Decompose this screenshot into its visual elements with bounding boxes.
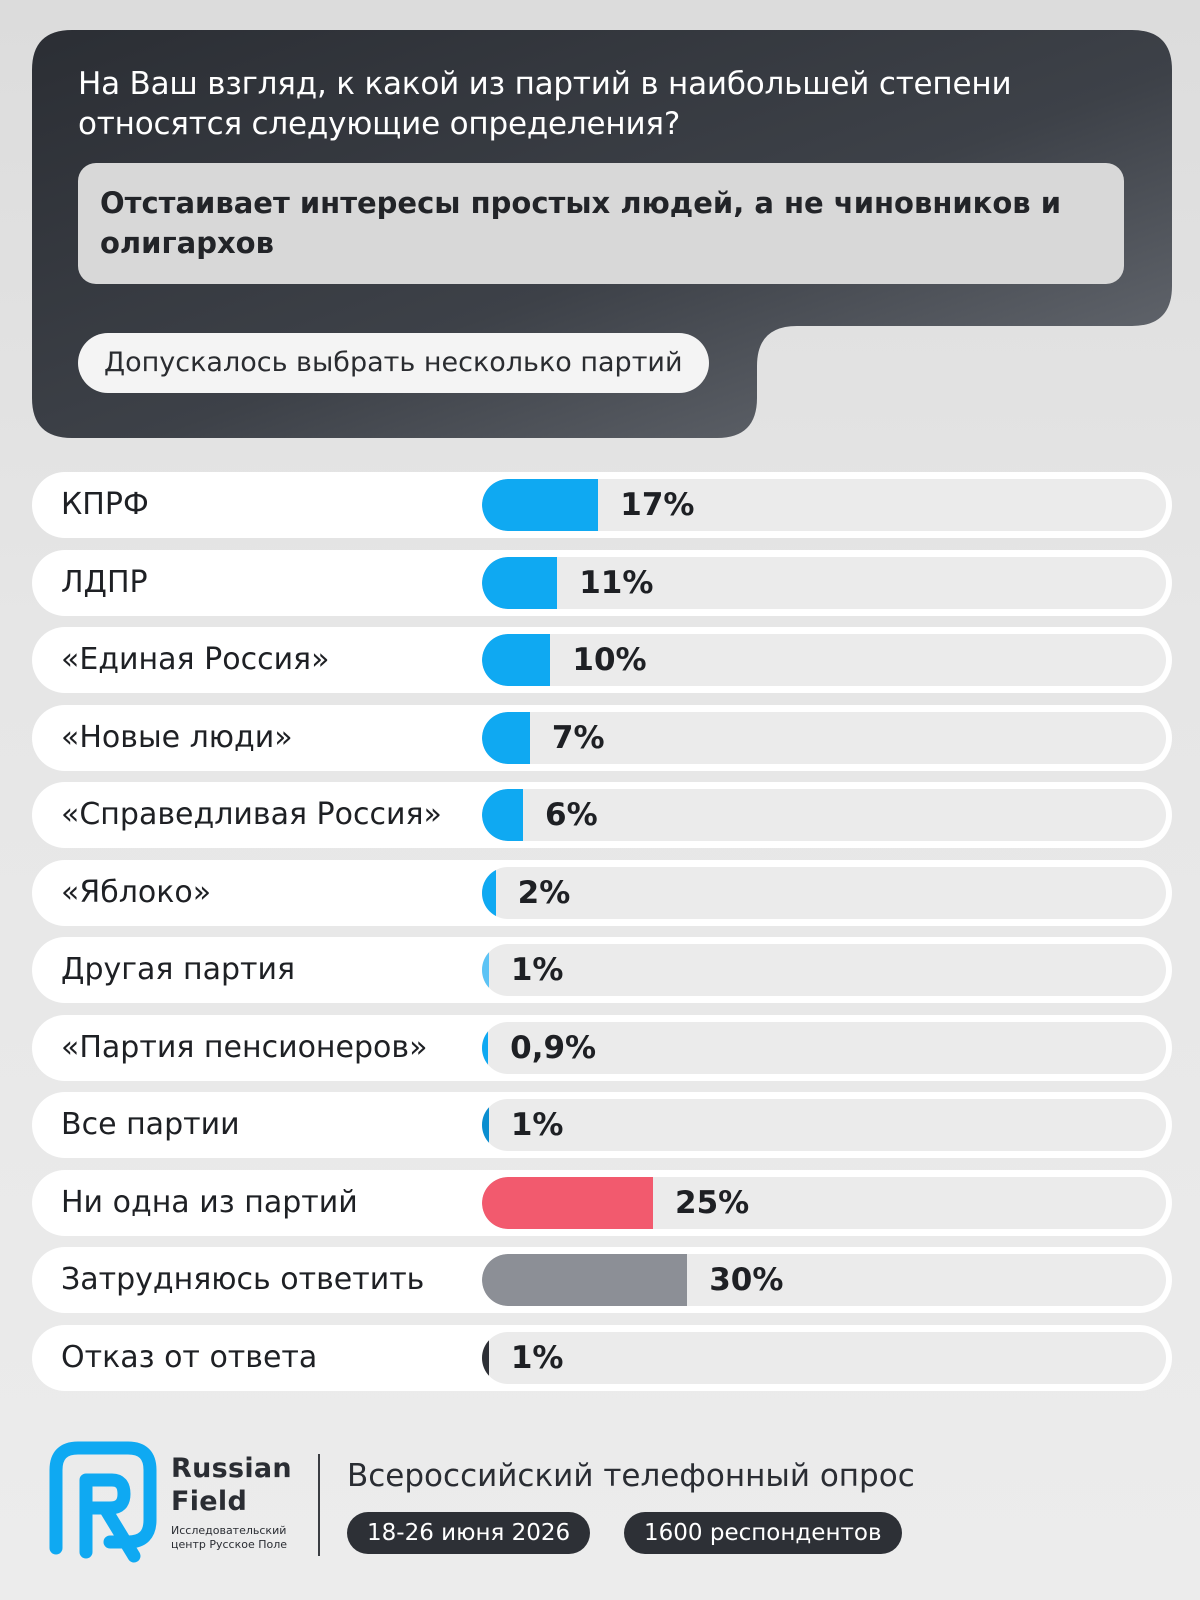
- party-label: Ни одна из партий: [61, 1184, 358, 1220]
- survey-dates-badge: 18-26 июня 2026: [347, 1512, 591, 1554]
- bar-fill: [482, 1099, 489, 1151]
- party-label: ЛДПР: [61, 564, 148, 600]
- bar-value-label: 1%: [510, 952, 564, 988]
- russian-field-logo-icon: [49, 1441, 157, 1563]
- bar-track: 1%: [482, 1099, 1166, 1151]
- bar-fill: [482, 634, 551, 686]
- footer-divider: [318, 1454, 320, 1556]
- bar-fill: [482, 1021, 489, 1074]
- result-row: «Новые люди» 7%: [32, 704, 1172, 771]
- result-row: КПРФ 17%: [32, 472, 1172, 538]
- party-label: «Единая Россия»: [61, 642, 330, 677]
- party-label: Затрудняюсь ответить: [61, 1262, 425, 1297]
- respondents-badge: 1600 респондентов: [624, 1512, 902, 1554]
- bar-fill: [482, 1176, 653, 1229]
- bar-fill: [482, 556, 558, 609]
- bar-value-label: 7%: [551, 719, 605, 756]
- result-row: Все партии 1%: [32, 1092, 1172, 1158]
- party-label: Другая партия: [61, 952, 296, 987]
- bar-value-label: 1%: [510, 1107, 564, 1143]
- party-label: «Справедливая Россия»: [61, 797, 442, 832]
- brand-name: Russian Field: [171, 1452, 292, 1518]
- bar-track: 1%: [482, 944, 1166, 996]
- result-row: «Единая Россия» 10%: [32, 627, 1172, 693]
- bar-track: 7%: [482, 711, 1166, 764]
- bar-track: 2%: [482, 866, 1166, 919]
- bar-value-label: 10%: [572, 642, 647, 678]
- result-row: ЛДПР 11%: [32, 549, 1172, 616]
- survey-type: Всероссийский телефонный опрос: [347, 1458, 915, 1494]
- bar-track: 6%: [482, 789, 1166, 841]
- result-row: «Яблоко» 2%: [32, 859, 1172, 926]
- bar-fill: [482, 1254, 688, 1306]
- bar-value-label: 2%: [517, 874, 571, 911]
- bar-fill: [482, 711, 530, 764]
- bar-track: 0,9%: [482, 1021, 1166, 1074]
- bar-value-label: 6%: [545, 797, 598, 833]
- question-text: На Ваш взгляд, к какой из партий в наибо…: [78, 66, 1012, 142]
- party-label: КПРФ: [61, 487, 149, 522]
- bar-track: 1%: [482, 1331, 1166, 1384]
- bar-fill: [482, 866, 496, 919]
- brand-subtitle: Исследовательский центр Русское Поле: [171, 1524, 288, 1551]
- result-row: Отказ от ответа 1%: [32, 1324, 1172, 1391]
- result-row: Ни одна из партий 25%: [32, 1169, 1172, 1236]
- bar-fill: [482, 789, 524, 841]
- bar-track: 30%: [482, 1254, 1166, 1306]
- bar-track: 17%: [482, 479, 1166, 531]
- result-row: Другая партия 1%: [32, 937, 1172, 1003]
- result-row: «Партия пенсионеров» 0,9%: [32, 1014, 1172, 1081]
- bar-track: 10%: [482, 634, 1166, 686]
- question-card: На Ваш взгляд, к какой из партий в наибо…: [0, 0, 1200, 450]
- brand-name-line1: Russian: [171, 1453, 292, 1484]
- party-label: Все партии: [61, 1107, 240, 1142]
- party-label: Отказ от ответа: [61, 1339, 318, 1375]
- bar-value-label: 25%: [675, 1184, 750, 1221]
- brand-name-line2: Field: [171, 1486, 248, 1517]
- bar-fill: [482, 944, 489, 996]
- bar-fill: [482, 1331, 489, 1384]
- party-label: «Яблоко»: [61, 874, 212, 910]
- result-row: «Справедливая Россия» 6%: [32, 782, 1172, 848]
- bar-value-label: 30%: [709, 1262, 784, 1298]
- bar-value-label: 0,9%: [510, 1029, 597, 1066]
- result-row: Затрудняюсь ответить 30%: [32, 1247, 1172, 1313]
- bar-track: 11%: [482, 556, 1166, 609]
- definition-box: Отстаивает интересы простых людей, а не …: [78, 163, 1124, 284]
- multi-choice-note: Допускалось выбрать несколько партий: [78, 333, 709, 393]
- bar-fill: [482, 479, 599, 531]
- bar-track: 25%: [482, 1176, 1166, 1229]
- party-label: «Новые люди»: [61, 719, 293, 755]
- bar-value-label: 11%: [579, 564, 654, 601]
- bar-value-label: 17%: [620, 487, 695, 523]
- bar-value-label: 1%: [510, 1339, 564, 1376]
- party-label: «Партия пенсионеров»: [61, 1029, 428, 1065]
